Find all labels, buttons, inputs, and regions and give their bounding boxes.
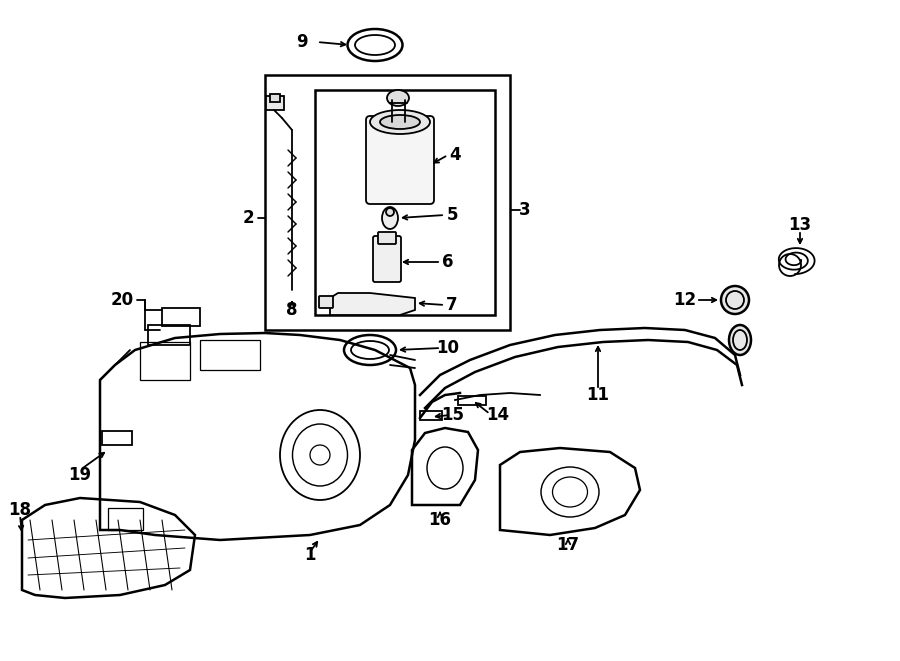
Text: 18: 18 xyxy=(8,501,32,519)
Ellipse shape xyxy=(382,207,398,229)
Bar xyxy=(315,90,495,315)
Bar xyxy=(458,396,486,405)
Text: 7: 7 xyxy=(446,296,458,314)
Bar xyxy=(162,308,200,326)
Bar xyxy=(200,340,260,370)
Text: 15: 15 xyxy=(442,406,464,424)
Bar xyxy=(102,431,132,445)
Ellipse shape xyxy=(386,208,394,216)
Bar xyxy=(148,325,190,345)
Ellipse shape xyxy=(729,325,751,355)
Text: 14: 14 xyxy=(486,406,509,424)
Bar xyxy=(140,342,190,380)
Text: 8: 8 xyxy=(286,301,298,319)
Ellipse shape xyxy=(370,110,430,134)
Text: 17: 17 xyxy=(556,536,580,554)
Bar xyxy=(266,96,284,110)
FancyBboxPatch shape xyxy=(319,296,333,308)
Bar xyxy=(420,411,442,420)
FancyBboxPatch shape xyxy=(366,116,434,204)
Text: 2: 2 xyxy=(242,209,254,227)
Bar xyxy=(265,75,510,330)
FancyBboxPatch shape xyxy=(373,236,401,282)
Text: 10: 10 xyxy=(436,339,460,357)
Text: 16: 16 xyxy=(428,511,452,529)
Text: 1: 1 xyxy=(304,546,316,564)
Text: 9: 9 xyxy=(296,33,308,51)
Ellipse shape xyxy=(721,286,749,314)
Text: 6: 6 xyxy=(442,253,454,271)
Text: 4: 4 xyxy=(449,146,461,164)
Text: 20: 20 xyxy=(111,291,133,309)
FancyBboxPatch shape xyxy=(378,232,396,244)
Ellipse shape xyxy=(380,115,420,129)
Bar xyxy=(108,508,143,530)
Text: 13: 13 xyxy=(788,216,812,234)
Text: 5: 5 xyxy=(446,206,458,224)
Text: 11: 11 xyxy=(587,386,609,404)
Polygon shape xyxy=(330,293,415,315)
Bar xyxy=(270,94,280,102)
Text: 12: 12 xyxy=(673,291,697,309)
Text: 3: 3 xyxy=(519,201,531,219)
Ellipse shape xyxy=(387,90,409,106)
Text: 19: 19 xyxy=(68,466,92,484)
